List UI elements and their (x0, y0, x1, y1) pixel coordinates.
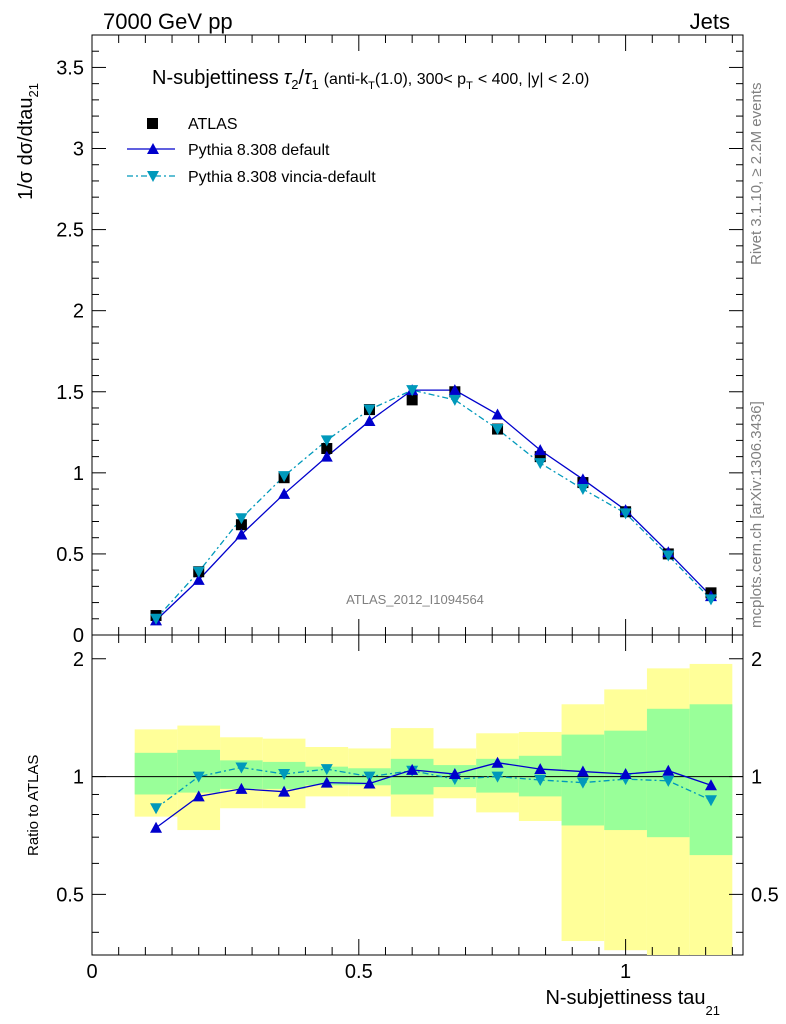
vincia-mc-point (576, 484, 589, 496)
ratio-point-default (320, 776, 333, 788)
vincia-mc-point (150, 613, 163, 625)
main-y-tick-label: 0 (73, 625, 84, 647)
vincia-mc-point (448, 394, 461, 406)
stat-uncertainty-band (177, 749, 221, 793)
rivet-label: Rivet 3.1.10, ≥ 2.2M events (748, 83, 765, 266)
default-mc-point (363, 414, 376, 426)
atlas-data-point (321, 443, 333, 455)
vincia-mc-point (662, 550, 675, 562)
ratio-y-tick-label-left: 2 (73, 649, 84, 671)
default-mc-point (235, 528, 248, 540)
x-tick-label: 0.5 (345, 961, 373, 983)
ratio-point-default (363, 777, 376, 789)
main-y-tick-label: 3 (73, 139, 84, 161)
vincia-mc-point (491, 424, 504, 436)
mcplots-label: mcplots.cern.ch [arXiv:1306.3436] (748, 401, 765, 628)
vincia-mc-point (406, 385, 419, 397)
vincia-mc-point (363, 404, 376, 416)
ratio-point-vincia (320, 764, 333, 776)
main-y-tick-label: 1.5 (56, 382, 84, 404)
main-y-tick-label: 2 (73, 301, 84, 323)
ratio-y-tick-label-right: 1 (751, 767, 762, 789)
atlas-data-point (534, 451, 546, 463)
x-axis-label: N-subjettiness tau21 (545, 987, 720, 1018)
legend-marker-atlas (147, 118, 158, 129)
ratio-point-default (278, 785, 291, 797)
ratio-y-tick-label-right: 2 (751, 649, 762, 671)
ratio-point-default (704, 779, 717, 791)
axis-ticks: 0 0.5 1 1.5 2 2.5 3 3.5 0 0.5 1 0.5 0.5 1 1 2 2 (56, 34, 779, 983)
vincia-mc-point (619, 508, 632, 520)
ratio-point-vincia (662, 775, 675, 787)
vincia-mc-point (192, 566, 205, 578)
atlas-data-point (406, 394, 418, 406)
ratio-point-default (576, 765, 589, 777)
main-series (150, 384, 717, 626)
vincia-mc-point (320, 435, 333, 447)
analysis-watermark: ATLAS_2012_I1094564 (346, 592, 484, 607)
ratio-point-default (150, 821, 163, 833)
header-left: 7000 GeV pp (103, 9, 233, 34)
main-line-default (155, 389, 712, 621)
stat-uncertainty-band (305, 766, 349, 786)
atlas-data-point (235, 519, 247, 531)
main-line-vincia (155, 389, 712, 620)
default-mc-point (192, 573, 205, 585)
default-mc-point (576, 473, 589, 485)
ratio-point-default (619, 768, 632, 780)
ratio-point-default (662, 764, 675, 776)
legend-marker-vincia (147, 171, 159, 182)
default-mc-point (448, 384, 461, 396)
ratio-plot-frame (91, 634, 744, 956)
header-right: Jets (690, 9, 730, 34)
vincia-mc-point (278, 471, 291, 483)
vincia-mc-point (235, 513, 248, 525)
ratio-series (150, 756, 717, 833)
legend-label-vincia: Pythia 8.308 vincia-default (188, 169, 376, 186)
ratio-point-default (235, 782, 248, 794)
ratio-point-vincia (704, 795, 717, 807)
plot-title: N-subjettiness τ2/τ1 (anti-kT(1.0), 300< p… (152, 67, 589, 92)
legend-label-default: Pythia 8.308 default (188, 142, 330, 159)
ratio-line-default (155, 762, 712, 829)
main-y-axis-label: 1/σ dσ/dtau21 (15, 83, 41, 200)
ratio-point-default (534, 763, 547, 775)
vincia-mc-point (704, 594, 717, 606)
ratio-point-vincia (534, 774, 547, 786)
ratio-point-default (192, 790, 205, 802)
ratio-y-axis-label: Ratio to ATLAS (25, 755, 42, 856)
main-y-tick-label: 1 (73, 463, 84, 485)
legend-marker-default (147, 143, 159, 154)
default-mc-point (491, 408, 504, 420)
ratio-point-default (491, 756, 504, 768)
ratio-y-tick-label-right: 0.5 (751, 884, 779, 906)
ratio-y-tick-label-left: 0.5 (56, 884, 84, 906)
legend-label-atlas: ATLAS (188, 116, 238, 133)
x-tick-label: 0 (86, 961, 97, 983)
main-y-tick-label: 3.5 (56, 57, 84, 79)
ratio-point-vincia (363, 771, 376, 783)
ratio-y-tick-label-left: 1 (73, 767, 84, 789)
stat-uncertainty-band (134, 752, 178, 795)
default-mc-point (320, 450, 333, 462)
legend: ATLAS Pythia 8.308 default Pythia 8.308 … (127, 116, 376, 186)
main-y-tick-label: 2.5 (56, 220, 84, 242)
ratio-point-default (406, 763, 419, 775)
ratio-uncertainty-bands (92, 663, 743, 955)
ratio-point-vincia (235, 762, 248, 774)
x-tick-label: 1 (620, 961, 631, 983)
main-y-tick-label: 0.5 (56, 544, 84, 566)
ratio-point-default (448, 768, 461, 780)
default-mc-point (534, 444, 547, 456)
ratio-point-vincia (491, 771, 504, 783)
vincia-mc-point (534, 458, 547, 470)
ratio-point-vincia (192, 771, 205, 783)
ratio-point-vincia (576, 777, 589, 789)
ratio-point-vincia (278, 769, 291, 781)
default-mc-point (278, 487, 291, 499)
ratio-line-vincia (155, 766, 712, 809)
ratio-point-vincia (150, 803, 163, 815)
